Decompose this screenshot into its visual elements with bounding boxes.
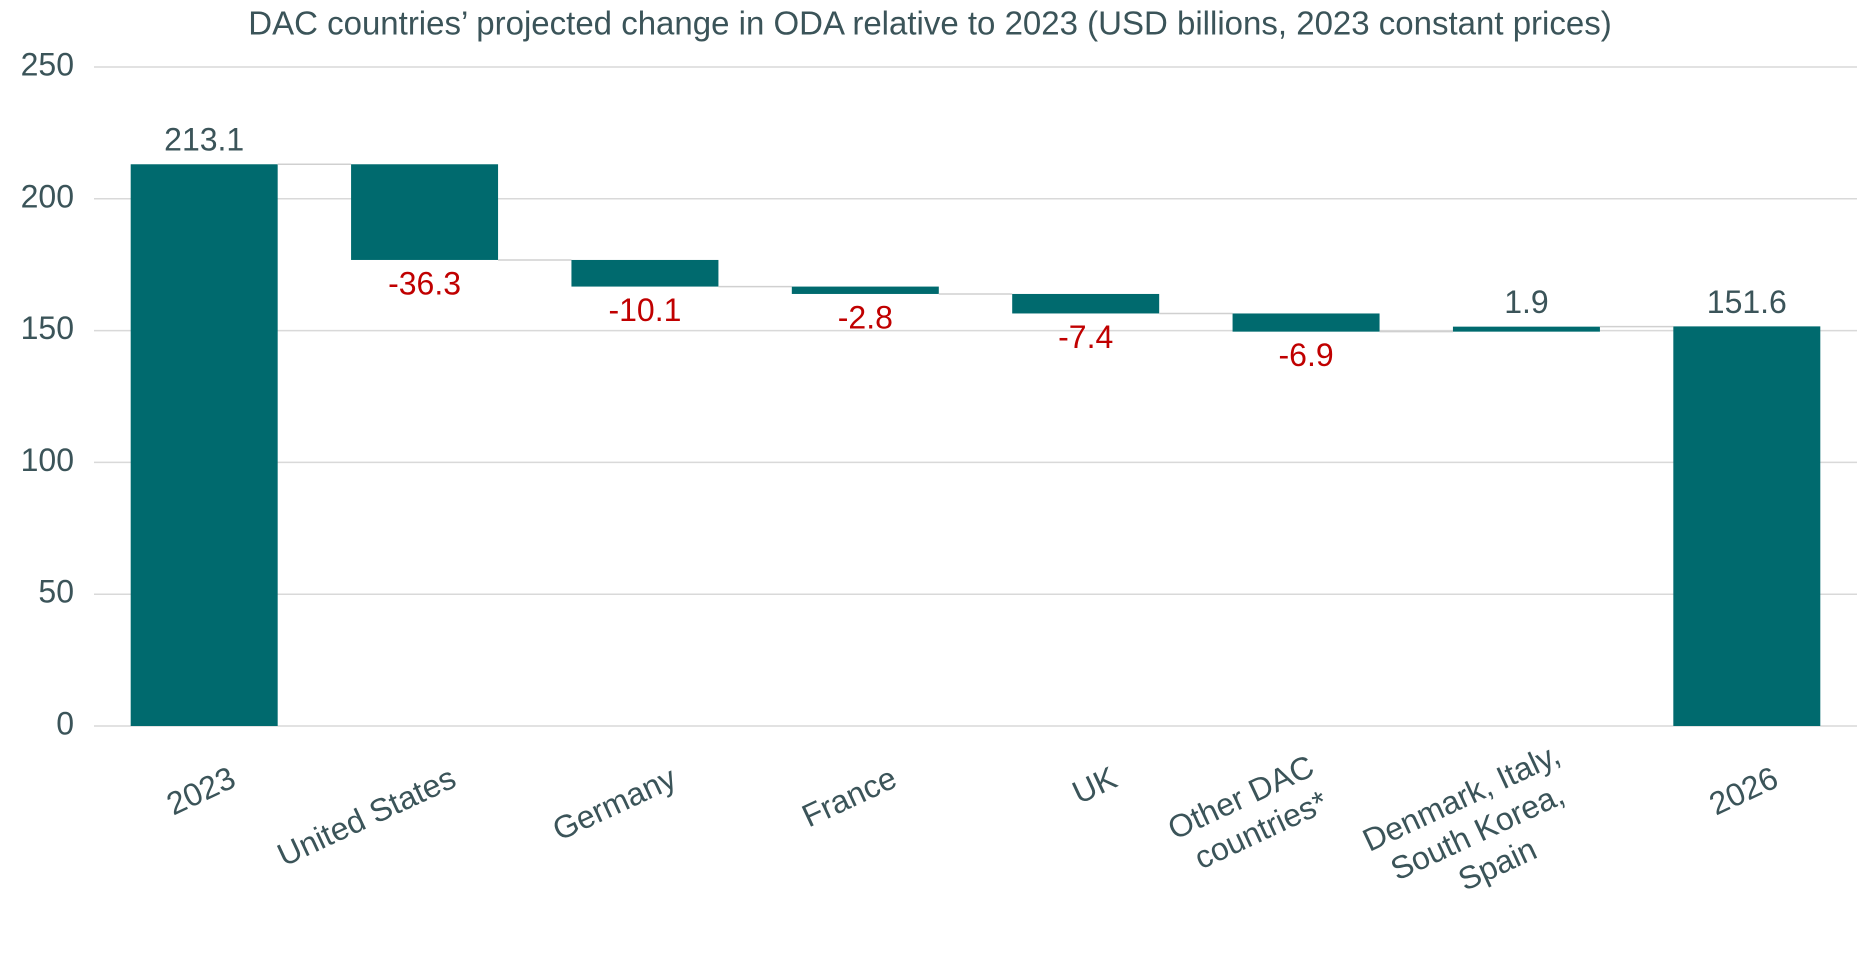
y-tick-label: 150 <box>21 310 74 346</box>
y-tick-label: 250 <box>21 46 74 82</box>
x-tick-label: France <box>796 759 901 834</box>
bar <box>1232 313 1380 332</box>
x-tick-label: Other DAC countries* <box>1162 744 1343 881</box>
x-tick-label: Denmark, Italy, South Korea, Spain <box>1357 733 1605 928</box>
data-label: -2.8 <box>838 299 893 335</box>
bar <box>130 164 278 726</box>
data-label: 1.9 <box>1504 284 1548 320</box>
data-label: -7.4 <box>1058 319 1113 355</box>
data-label: 151.6 <box>1707 284 1787 320</box>
x-tick-label: UK <box>1067 759 1123 810</box>
y-tick-label: 50 <box>38 574 74 610</box>
x-tick-label: Germany <box>547 759 681 847</box>
bar <box>1012 293 1160 314</box>
chart-title: DAC countries’ projected change in ODA r… <box>248 5 1611 42</box>
x-tick-label: 2026 <box>1704 759 1784 822</box>
x-tick-label: United States <box>272 759 461 873</box>
bar <box>351 164 499 260</box>
data-label: -10.1 <box>608 292 681 328</box>
bar <box>1452 326 1600 332</box>
y-tick-label: 200 <box>21 178 74 214</box>
data-label: -36.3 <box>388 265 461 301</box>
bar <box>1673 326 1821 726</box>
bar <box>571 259 719 287</box>
y-tick-label: 0 <box>56 705 74 741</box>
bar <box>791 286 939 294</box>
data-label: 213.1 <box>164 122 244 158</box>
data-label: -6.9 <box>1278 337 1333 373</box>
y-tick-label: 100 <box>21 442 74 478</box>
x-tick-label: 2023 <box>161 759 241 822</box>
